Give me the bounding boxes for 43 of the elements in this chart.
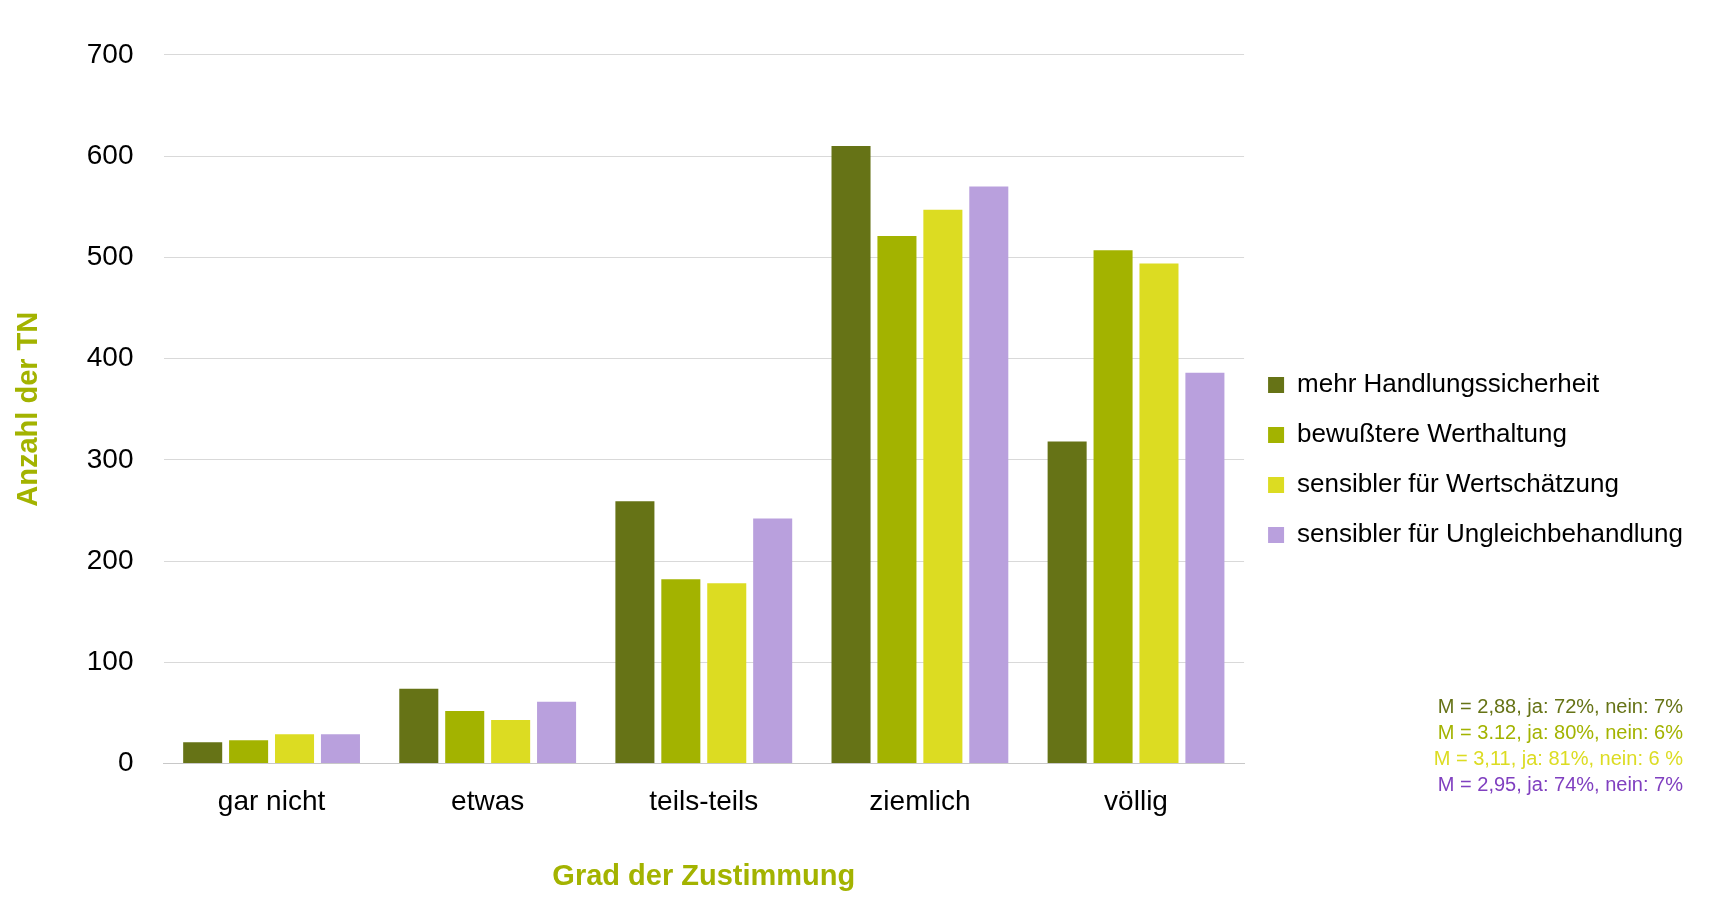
bar: [445, 710, 485, 764]
text: M = 2,95, ja: 74%, nein: 7%: [1437, 773, 1684, 796]
bar: [831, 145, 871, 764]
bar: [969, 186, 1009, 764]
x-axis-title: Grad der Zustimmung: [552, 858, 856, 891]
bar: [320, 734, 360, 764]
bar: [877, 236, 917, 764]
y-tick-label: 100: [86, 645, 134, 677]
y-tick-label: 600: [86, 138, 134, 170]
bar: [399, 688, 439, 764]
y-tick-label: 300: [86, 442, 134, 474]
x-tick-label: völlig: [1104, 785, 1168, 817]
bar: [491, 720, 531, 764]
legend-label: bewußtere Werthaltung: [1297, 418, 1567, 449]
x-tick-label: gar nicht: [217, 785, 326, 817]
legend-label: sensibler für Wertschätzung: [1297, 468, 1619, 499]
y-tick-label: 700: [86, 37, 134, 69]
bar: [753, 518, 793, 764]
bar: [537, 701, 577, 764]
y-tick-label: 0: [117, 746, 134, 778]
text: M = 3,11, ja: 81%, nein: 6 %: [1433, 747, 1684, 770]
text: M = 3.12, ja: 80%, nein: 6%: [1437, 721, 1684, 744]
bar: [707, 583, 747, 764]
legend-label: mehr Handlungssicherheit: [1297, 368, 1600, 399]
x-tick-label: etwas: [451, 785, 525, 817]
bar: [923, 209, 963, 764]
bar: [661, 579, 701, 764]
bar: [275, 734, 315, 764]
bar: [229, 740, 269, 764]
bar: [1093, 250, 1133, 764]
bar: [183, 742, 223, 764]
y-tick-label: 400: [86, 341, 134, 373]
bar: [1047, 441, 1087, 764]
x-tick-label: teils-teils: [649, 785, 759, 817]
bar: [1185, 372, 1225, 764]
y-tick-label: 200: [86, 543, 134, 575]
y-tick-label: 500: [86, 240, 134, 272]
bar: [615, 501, 655, 764]
bar: [1139, 263, 1179, 764]
legend-label: sensibler für Ungleichbehandlung: [1297, 518, 1684, 549]
x-tick-label: ziemlich: [869, 785, 971, 817]
y-axis-title: Anzahl der TN: [11, 311, 44, 507]
text: M = 2,88, ja: 72%, nein: 7%: [1437, 695, 1684, 718]
